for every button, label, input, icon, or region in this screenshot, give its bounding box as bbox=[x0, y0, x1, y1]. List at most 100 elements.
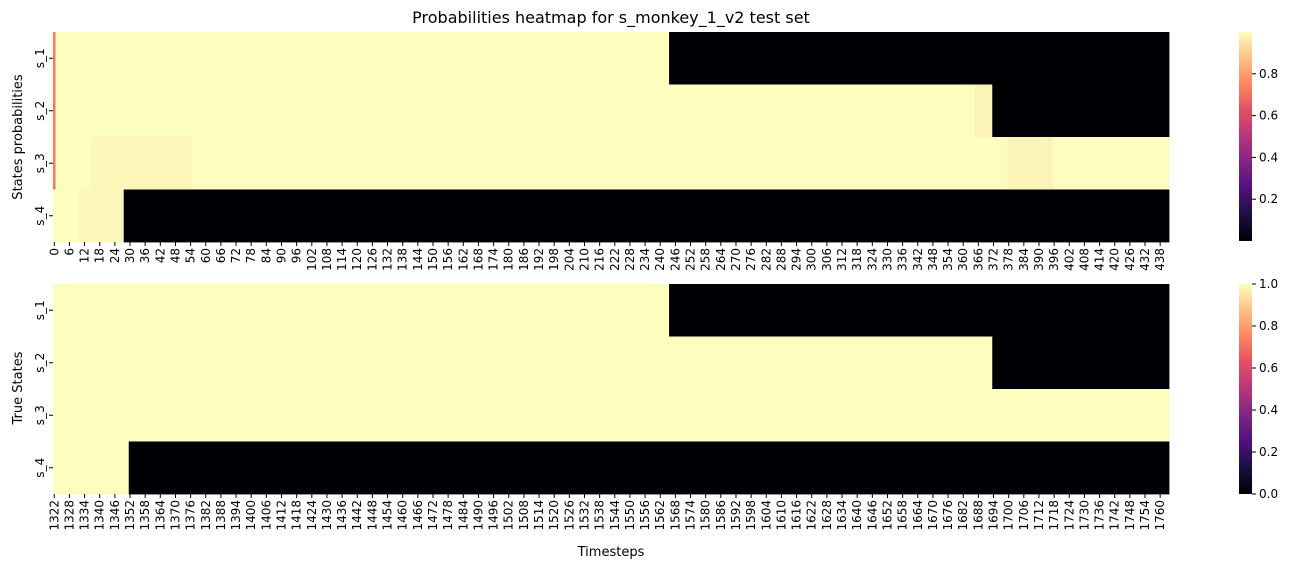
bot-x-tick-label: 1760 bbox=[1153, 500, 1167, 531]
top-cell-s_4-2 bbox=[123, 189, 1170, 243]
top-x-tick-label: 114 bbox=[335, 248, 349, 271]
top-cell-s_2-1 bbox=[55, 84, 975, 138]
top-x-tick-label: 414 bbox=[1093, 248, 1107, 271]
bot-x-tick-label: 1610 bbox=[774, 500, 788, 531]
top-cell-s_2-2 bbox=[974, 84, 993, 138]
bot-colorbar-tick-label: 0.8 bbox=[1259, 319, 1278, 333]
top-x-tick-label: 372 bbox=[987, 248, 1001, 271]
top-x-tick-label: 72 bbox=[229, 248, 243, 263]
top-x-tick-label: 240 bbox=[653, 248, 667, 271]
bot-x-tick-label: 1538 bbox=[593, 500, 607, 531]
top-x-tick-label: 138 bbox=[396, 248, 410, 271]
bot-x-tick-label: 1328 bbox=[62, 500, 76, 531]
bot-x-tick-label: 1508 bbox=[517, 500, 531, 531]
bot-row-label-s_2: s_2 bbox=[33, 353, 47, 373]
top-x-tick-label: 24 bbox=[108, 248, 122, 263]
bot-x-tick-label: 1322 bbox=[47, 500, 61, 531]
top-x-tick-label: 18 bbox=[93, 248, 107, 263]
top-x-tick-label: 432 bbox=[1138, 248, 1152, 271]
bot-x-tick-label: 1370 bbox=[168, 500, 182, 531]
top-x-tick-label: 42 bbox=[153, 248, 167, 263]
bot-x-tick-label: 1388 bbox=[214, 500, 228, 531]
bot-cell-s_1-1 bbox=[669, 284, 1170, 337]
bot-row-label-s_3: s_3 bbox=[33, 405, 47, 425]
bot-colorbar-tick-label: 0.4 bbox=[1259, 403, 1278, 417]
top-x-tick-label: 126 bbox=[365, 248, 379, 271]
bot-colorbar-tick-label: 1.0 bbox=[1259, 277, 1278, 291]
bot-x-tick-label: 1748 bbox=[1123, 500, 1137, 531]
bot-x-tick-label: 1724 bbox=[1062, 500, 1076, 531]
top-x-tick-label: 324 bbox=[865, 248, 879, 271]
top-x-tick-label: 192 bbox=[532, 248, 546, 271]
top-cell-s_4-1 bbox=[78, 189, 125, 243]
top-x-tick-label: 348 bbox=[926, 248, 940, 271]
bot-x-tick-label: 1544 bbox=[608, 500, 622, 531]
bot-x-tick-label: 1658 bbox=[896, 500, 910, 531]
top-x-tick-label: 312 bbox=[835, 248, 849, 271]
top-x-tick-label: 288 bbox=[774, 248, 788, 271]
top-cell-s_3-0 bbox=[53, 137, 56, 190]
top-cell-s_3-2 bbox=[90, 137, 193, 190]
bot-x-tick-label: 1568 bbox=[668, 500, 682, 531]
top-x-tick-label: 30 bbox=[123, 248, 137, 263]
bot-cell-s_4-1 bbox=[128, 441, 1170, 495]
bot-x-tick-label: 1634 bbox=[835, 500, 849, 531]
top-x-tick-label: 102 bbox=[305, 248, 319, 271]
top-x-tick-label: 174 bbox=[487, 248, 501, 271]
top-x-tick-label: 210 bbox=[577, 248, 591, 271]
bot-cell-s_3-0 bbox=[53, 389, 1170, 442]
top-x-tick-label: 216 bbox=[593, 248, 607, 271]
bot-x-tick-label: 1694 bbox=[987, 500, 1001, 531]
bot-x-tick-label: 1358 bbox=[138, 500, 152, 531]
bot-x-tick-label: 1712 bbox=[1032, 500, 1046, 531]
bot-x-tick-label: 1652 bbox=[880, 500, 894, 531]
top-x-tick-label: 150 bbox=[426, 248, 440, 271]
top-cell-s_3-4 bbox=[1007, 137, 1054, 190]
bot-x-tick-label: 1394 bbox=[229, 500, 243, 531]
top-colorbar: 0.2 0.4 0.6 0.8 bbox=[1239, 32, 1278, 241]
top-x-tick-label: 12 bbox=[78, 248, 92, 263]
bot-x-tick-label: 1664 bbox=[911, 500, 925, 531]
bot-x-tick-label: 1430 bbox=[320, 500, 334, 531]
bot-x-tick-label: 1496 bbox=[487, 500, 501, 531]
top-cell-s_1-1 bbox=[55, 32, 670, 85]
top-x-tick-label: 108 bbox=[320, 248, 334, 271]
top-x-tick-label: 60 bbox=[199, 248, 213, 263]
top-colorbar-tick-label: 0.6 bbox=[1259, 109, 1278, 123]
bot-x-tick-label: 1742 bbox=[1108, 500, 1122, 531]
bottom-xlabel: Timesteps bbox=[577, 545, 645, 560]
top-x-tick-label: 390 bbox=[1032, 248, 1046, 271]
bot-colorbar-tick-label: 0.2 bbox=[1259, 445, 1278, 459]
top-x-tick-label: 336 bbox=[896, 248, 910, 271]
top-cell-s_2-3 bbox=[992, 84, 1170, 138]
top-x-tick-label: 168 bbox=[471, 248, 485, 271]
bot-x-tick-label: 1466 bbox=[411, 500, 425, 531]
top-row-label-s_2: s_2 bbox=[33, 101, 47, 121]
bot-x-tick-label: 1670 bbox=[926, 500, 940, 531]
top-row-label-s_3: s_3 bbox=[33, 153, 47, 173]
bot-x-tick-label: 1586 bbox=[714, 500, 728, 531]
bot-x-tick-label: 1340 bbox=[93, 500, 107, 531]
top-x-tick-label: 318 bbox=[850, 248, 864, 271]
bot-x-tick-label: 1400 bbox=[244, 500, 258, 531]
top-x-tick-label: 246 bbox=[668, 248, 682, 271]
top-x-tick-label: 354 bbox=[941, 248, 955, 271]
top-x-tick-label: 252 bbox=[684, 248, 698, 271]
top-x-tick-label: 360 bbox=[956, 248, 970, 271]
bot-x-tick-label: 1562 bbox=[653, 500, 667, 531]
bot-colorbar-tick-label: 0.0 bbox=[1259, 487, 1278, 501]
bot-x-tick-label: 1364 bbox=[153, 500, 167, 531]
bot-x-tick-label: 1736 bbox=[1093, 500, 1107, 531]
top-x-tick-label: 204 bbox=[562, 248, 576, 271]
bot-x-tick-label: 1382 bbox=[199, 500, 213, 531]
top-cell-s_3-1 bbox=[55, 137, 92, 190]
top-x-tick-label: 408 bbox=[1077, 248, 1091, 271]
bot-x-tick-label: 1676 bbox=[941, 500, 955, 531]
top-colorbar-gradient bbox=[1239, 32, 1252, 241]
top-cell-s_2-0 bbox=[53, 84, 56, 138]
top-x-tick-label: 330 bbox=[880, 248, 894, 271]
bot-x-tick-label: 1532 bbox=[577, 500, 591, 531]
bot-x-tick-label: 1598 bbox=[744, 500, 758, 531]
bot-x-tick-label: 1346 bbox=[108, 500, 122, 531]
top-row-label-s_4: s_4 bbox=[33, 206, 47, 226]
